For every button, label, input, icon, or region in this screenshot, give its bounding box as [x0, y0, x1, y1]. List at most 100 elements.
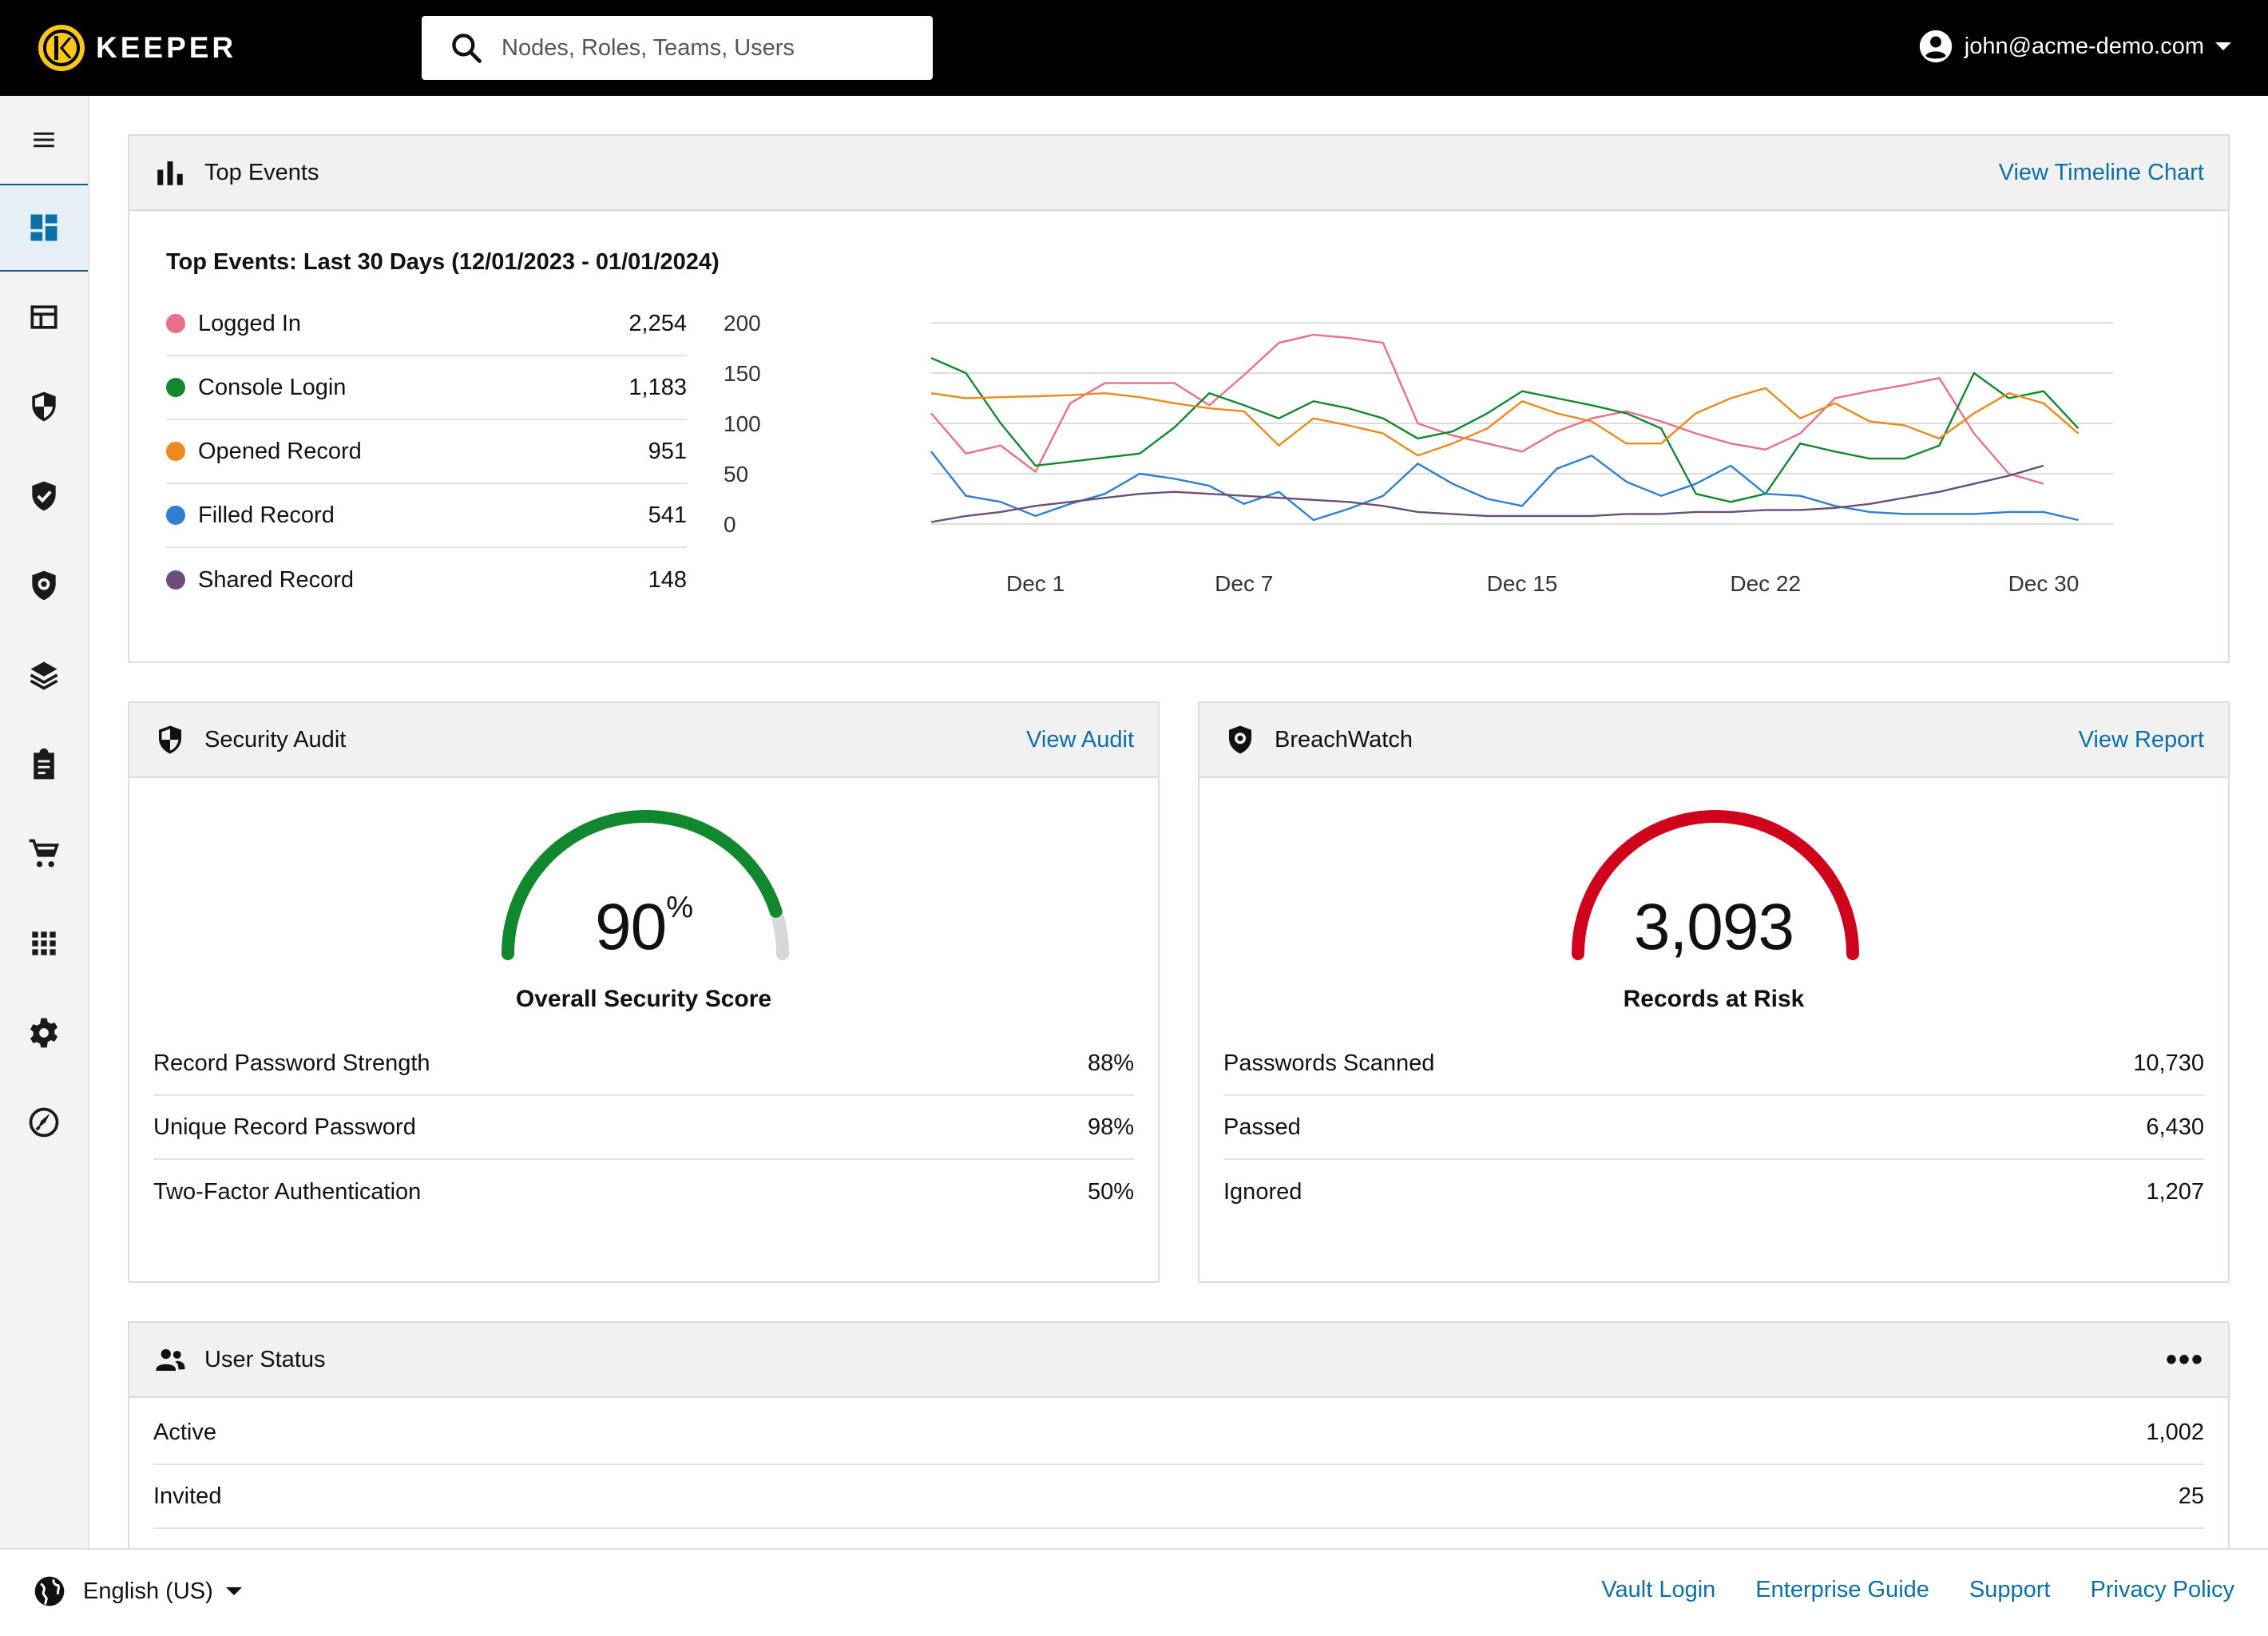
language-label: English (US)	[83, 1578, 213, 1604]
y-tick-label: 50	[724, 462, 748, 486]
gauge-fill	[502, 810, 783, 960]
row-label: Passwords Scanned	[1223, 1050, 1435, 1076]
main-content: Top Events View Timeline Chart Top Event…	[89, 96, 2268, 1548]
row-label: Two-Factor Authentication	[153, 1178, 422, 1205]
legend-dot	[166, 378, 185, 397]
user-status-title: User Status	[204, 1346, 326, 1372]
sidebar	[0, 96, 89, 1548]
sidebar-item-onboarding[interactable]	[0, 1078, 88, 1166]
sidebar-item-apps[interactable]	[0, 899, 88, 987]
series-line	[930, 451, 2079, 522]
series-line	[930, 387, 2080, 457]
row-label: Passed	[1223, 1114, 1301, 1140]
dashboard-icon	[30, 214, 57, 241]
globe-icon	[34, 1576, 65, 1606]
records-at-risk-value: 3,093	[1633, 891, 1794, 963]
enterprise-guide-link[interactable]: Enterprise Guide	[1755, 1577, 1929, 1602]
cart-icon	[29, 839, 60, 868]
user-menu[interactable]: john@acme-demo.com	[1918, 29, 2231, 64]
clipboard-icon	[34, 748, 54, 780]
sidebar-item-reporting[interactable]	[0, 631, 88, 719]
records-at-risk-label: Records at Risk	[1623, 986, 1805, 1012]
list-item: Passed 6,430	[1223, 1096, 2204, 1160]
security-score-gauge: 90% Overall Security Score	[129, 778, 1158, 1026]
records-at-risk-arc	[1572, 810, 1859, 960]
row-label: Record Password Strength	[153, 1050, 430, 1076]
privacy-policy-link[interactable]: Privacy Policy	[2090, 1577, 2235, 1602]
top-events-header: Top Events View Timeline Chart	[129, 136, 2228, 211]
search-box[interactable]	[422, 16, 933, 80]
footer: English (US) Vault Login Enterprise Guid…	[0, 1548, 2268, 1636]
top-bar: KEEPER john@acme-demo.com	[0, 0, 2268, 96]
menu-icon	[34, 132, 54, 148]
legend-label: Console Login	[198, 374, 347, 400]
row-value: 50%	[1087, 1178, 1134, 1205]
keeper-logo[interactable]: KEEPER	[37, 23, 236, 73]
search-icon	[452, 34, 482, 63]
search-input[interactable]	[502, 34, 917, 62]
row-label: Active	[153, 1419, 216, 1445]
legend-label: Opened Record	[198, 438, 362, 464]
list-item: Ignored 1,207	[1223, 1160, 2204, 1224]
y-tick-label: 200	[724, 311, 761, 336]
sidebar-menu-toggle[interactable]	[0, 96, 88, 184]
layout-icon	[30, 305, 57, 329]
account-circle-icon	[1919, 30, 1952, 63]
legend-item: Opened Record 951	[166, 420, 687, 484]
sidebar-item-security-audit[interactable]	[0, 363, 88, 451]
x-tick-label: Dec 30	[2008, 571, 2080, 596]
y-tick-label: 100	[724, 411, 761, 436]
list-item: Two-Factor Authentication 50%	[153, 1160, 1134, 1224]
row-value: 25	[2178, 1483, 2204, 1509]
support-link[interactable]: Support	[1969, 1577, 2051, 1602]
x-tick-label: Dec 7	[1215, 571, 1273, 596]
legend-label: Logged In	[198, 310, 302, 336]
legend-value: 541	[648, 502, 687, 528]
user-email: john@acme-demo.com	[1964, 33, 2204, 59]
sidebar-item-cart[interactable]	[0, 810, 88, 898]
keeper-logo-icon	[38, 25, 85, 71]
list-item: Invited 25	[153, 1465, 2204, 1529]
security-audit-card: Security Audit View Audit 90% Overall Se…	[128, 701, 1160, 1283]
security-audit-title: Security Audit	[204, 726, 347, 752]
series-line	[930, 356, 2080, 503]
list-item: Unique Record Password 98%	[153, 1096, 1134, 1160]
x-tick-label: Dec 1	[1006, 571, 1065, 596]
sidebar-item-compliance[interactable]	[0, 452, 88, 540]
sidebar-item-settings[interactable]	[0, 989, 88, 1077]
y-tick-label: 0	[724, 512, 736, 537]
more-options-icon[interactable]: •••	[2165, 1342, 2204, 1377]
breachwatch-rows: Passwords Scanned 10,730 Passed 6,430 Igno…	[1223, 1032, 2204, 1224]
breachwatch-card: BreachWatch View Report 3,093 Records at…	[1198, 701, 2230, 1283]
legend-value: 2,254	[628, 310, 687, 336]
vault-login-link[interactable]: Vault Login	[1601, 1577, 1716, 1602]
legend-value: 148	[648, 566, 687, 593]
legend-dot	[166, 442, 185, 461]
sidebar-item-dashboard[interactable]	[0, 184, 88, 272]
legend-item: Filled Record 541	[166, 484, 687, 548]
rocket-icon	[29, 1107, 59, 1138]
top-events-subtitle: Top Events: Last 30 Days (12/01/2023 - 0…	[166, 249, 720, 275]
legend-dot	[166, 314, 185, 333]
legend-dot	[166, 506, 185, 525]
series-line	[930, 464, 2044, 523]
top-events-legend: Logged In 2,254 Console Login 1,183 Opened R…	[166, 292, 687, 612]
caret-down-icon	[225, 1587, 242, 1595]
view-report-link[interactable]: View Report	[2078, 726, 2204, 752]
brand-name: KEEPER	[96, 31, 237, 64]
row-value: 10,730	[2133, 1050, 2204, 1076]
view-audit-link[interactable]: View Audit	[1026, 726, 1134, 752]
view-timeline-chart-link[interactable]: View Timeline Chart	[1998, 159, 2204, 185]
sidebar-item-clipboard[interactable]	[0, 721, 88, 808]
top-events-title: Top Events	[204, 159, 319, 185]
shield-half-icon	[32, 391, 56, 422]
records-at-risk-gauge: 3,093 Records at Risk	[1199, 778, 2228, 1026]
shield-check-icon	[32, 481, 56, 511]
grid-icon	[32, 931, 56, 955]
sidebar-item-breachwatch[interactable]	[0, 542, 88, 629]
legend-item: Console Login 1,183	[166, 356, 687, 420]
legend-label: Filled Record	[198, 502, 335, 528]
sidebar-item-admin[interactable]	[0, 273, 88, 361]
language-selector[interactable]: English (US)	[32, 1574, 242, 1609]
legend-item: Logged In 2,254	[166, 292, 687, 356]
